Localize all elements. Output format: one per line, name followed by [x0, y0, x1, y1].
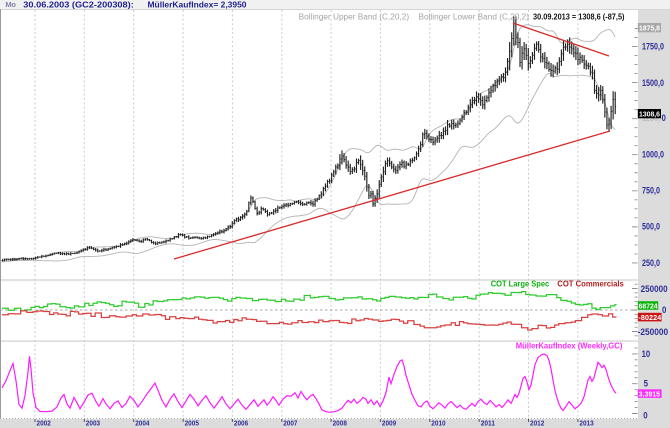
- svg-text:2011: 2011: [481, 418, 495, 427]
- svg-text:COT Large Spec: COT Large Spec: [491, 280, 550, 289]
- svg-text:2007: 2007: [283, 418, 297, 427]
- svg-text:250,0: 250,0: [642, 258, 660, 268]
- svg-text:68724: 68724: [639, 301, 659, 310]
- svg-text:1750,0: 1750,0: [642, 42, 664, 52]
- svg-text:Mo: Mo: [5, 0, 16, 9]
- svg-text:2006: 2006: [234, 418, 248, 427]
- svg-text:2002: 2002: [37, 418, 51, 427]
- svg-text:10: 10: [642, 349, 651, 359]
- svg-text:2008: 2008: [333, 418, 347, 427]
- svg-text:-250000: -250000: [638, 327, 669, 337]
- svg-text:COT Commercials: COT Commercials: [557, 280, 624, 289]
- svg-text:2012: 2012: [530, 418, 544, 427]
- svg-text:2010: 2010: [431, 418, 445, 427]
- svg-text:2003: 2003: [86, 418, 100, 427]
- svg-text:Bollinger Upper Band (C,20,2): Bollinger Upper Band (C,20,2): [299, 13, 410, 22]
- svg-text:2013: 2013: [579, 418, 593, 427]
- svg-text:MüllerKaufIndex (Weekly,GC): MüllerKaufIndex (Weekly,GC): [516, 342, 623, 351]
- svg-text:-80224: -80224: [638, 313, 662, 322]
- svg-text:0: 0: [643, 410, 647, 420]
- svg-text:250000: 250000: [641, 284, 668, 294]
- svg-text:2005: 2005: [185, 418, 199, 427]
- svg-text:30.06.2003 (GC2-200308):: 30.06.2003 (GC2-200308):: [23, 1, 134, 10]
- svg-text:750,0: 750,0: [642, 185, 660, 195]
- svg-text:2004: 2004: [135, 418, 150, 427]
- svg-text:3,3915: 3,3915: [639, 389, 661, 398]
- svg-text:0: 0: [662, 113, 666, 123]
- svg-text:1500,0: 1500,0: [642, 78, 664, 88]
- svg-text:1308,6: 1308,6: [639, 110, 660, 119]
- svg-text:2009: 2009: [382, 418, 396, 427]
- svg-text:MüllerKaufIndex= 2,3950: MüllerKaufIndex= 2,3950: [148, 1, 248, 10]
- svg-text:5: 5: [644, 379, 648, 389]
- svg-text:1000,0: 1000,0: [642, 149, 664, 159]
- svg-text:500,0: 500,0: [642, 221, 660, 231]
- svg-text:Bollinger Lower Band (C,20,2): Bollinger Lower Band (C,20,2): [419, 13, 530, 22]
- svg-text:0: 0: [662, 305, 666, 315]
- svg-text:1875,8: 1875,8: [639, 24, 660, 33]
- svg-text:30.09.2013 = 1308,6 (-87,5): 30.09.2013 = 1308,6 (-87,5): [533, 13, 625, 22]
